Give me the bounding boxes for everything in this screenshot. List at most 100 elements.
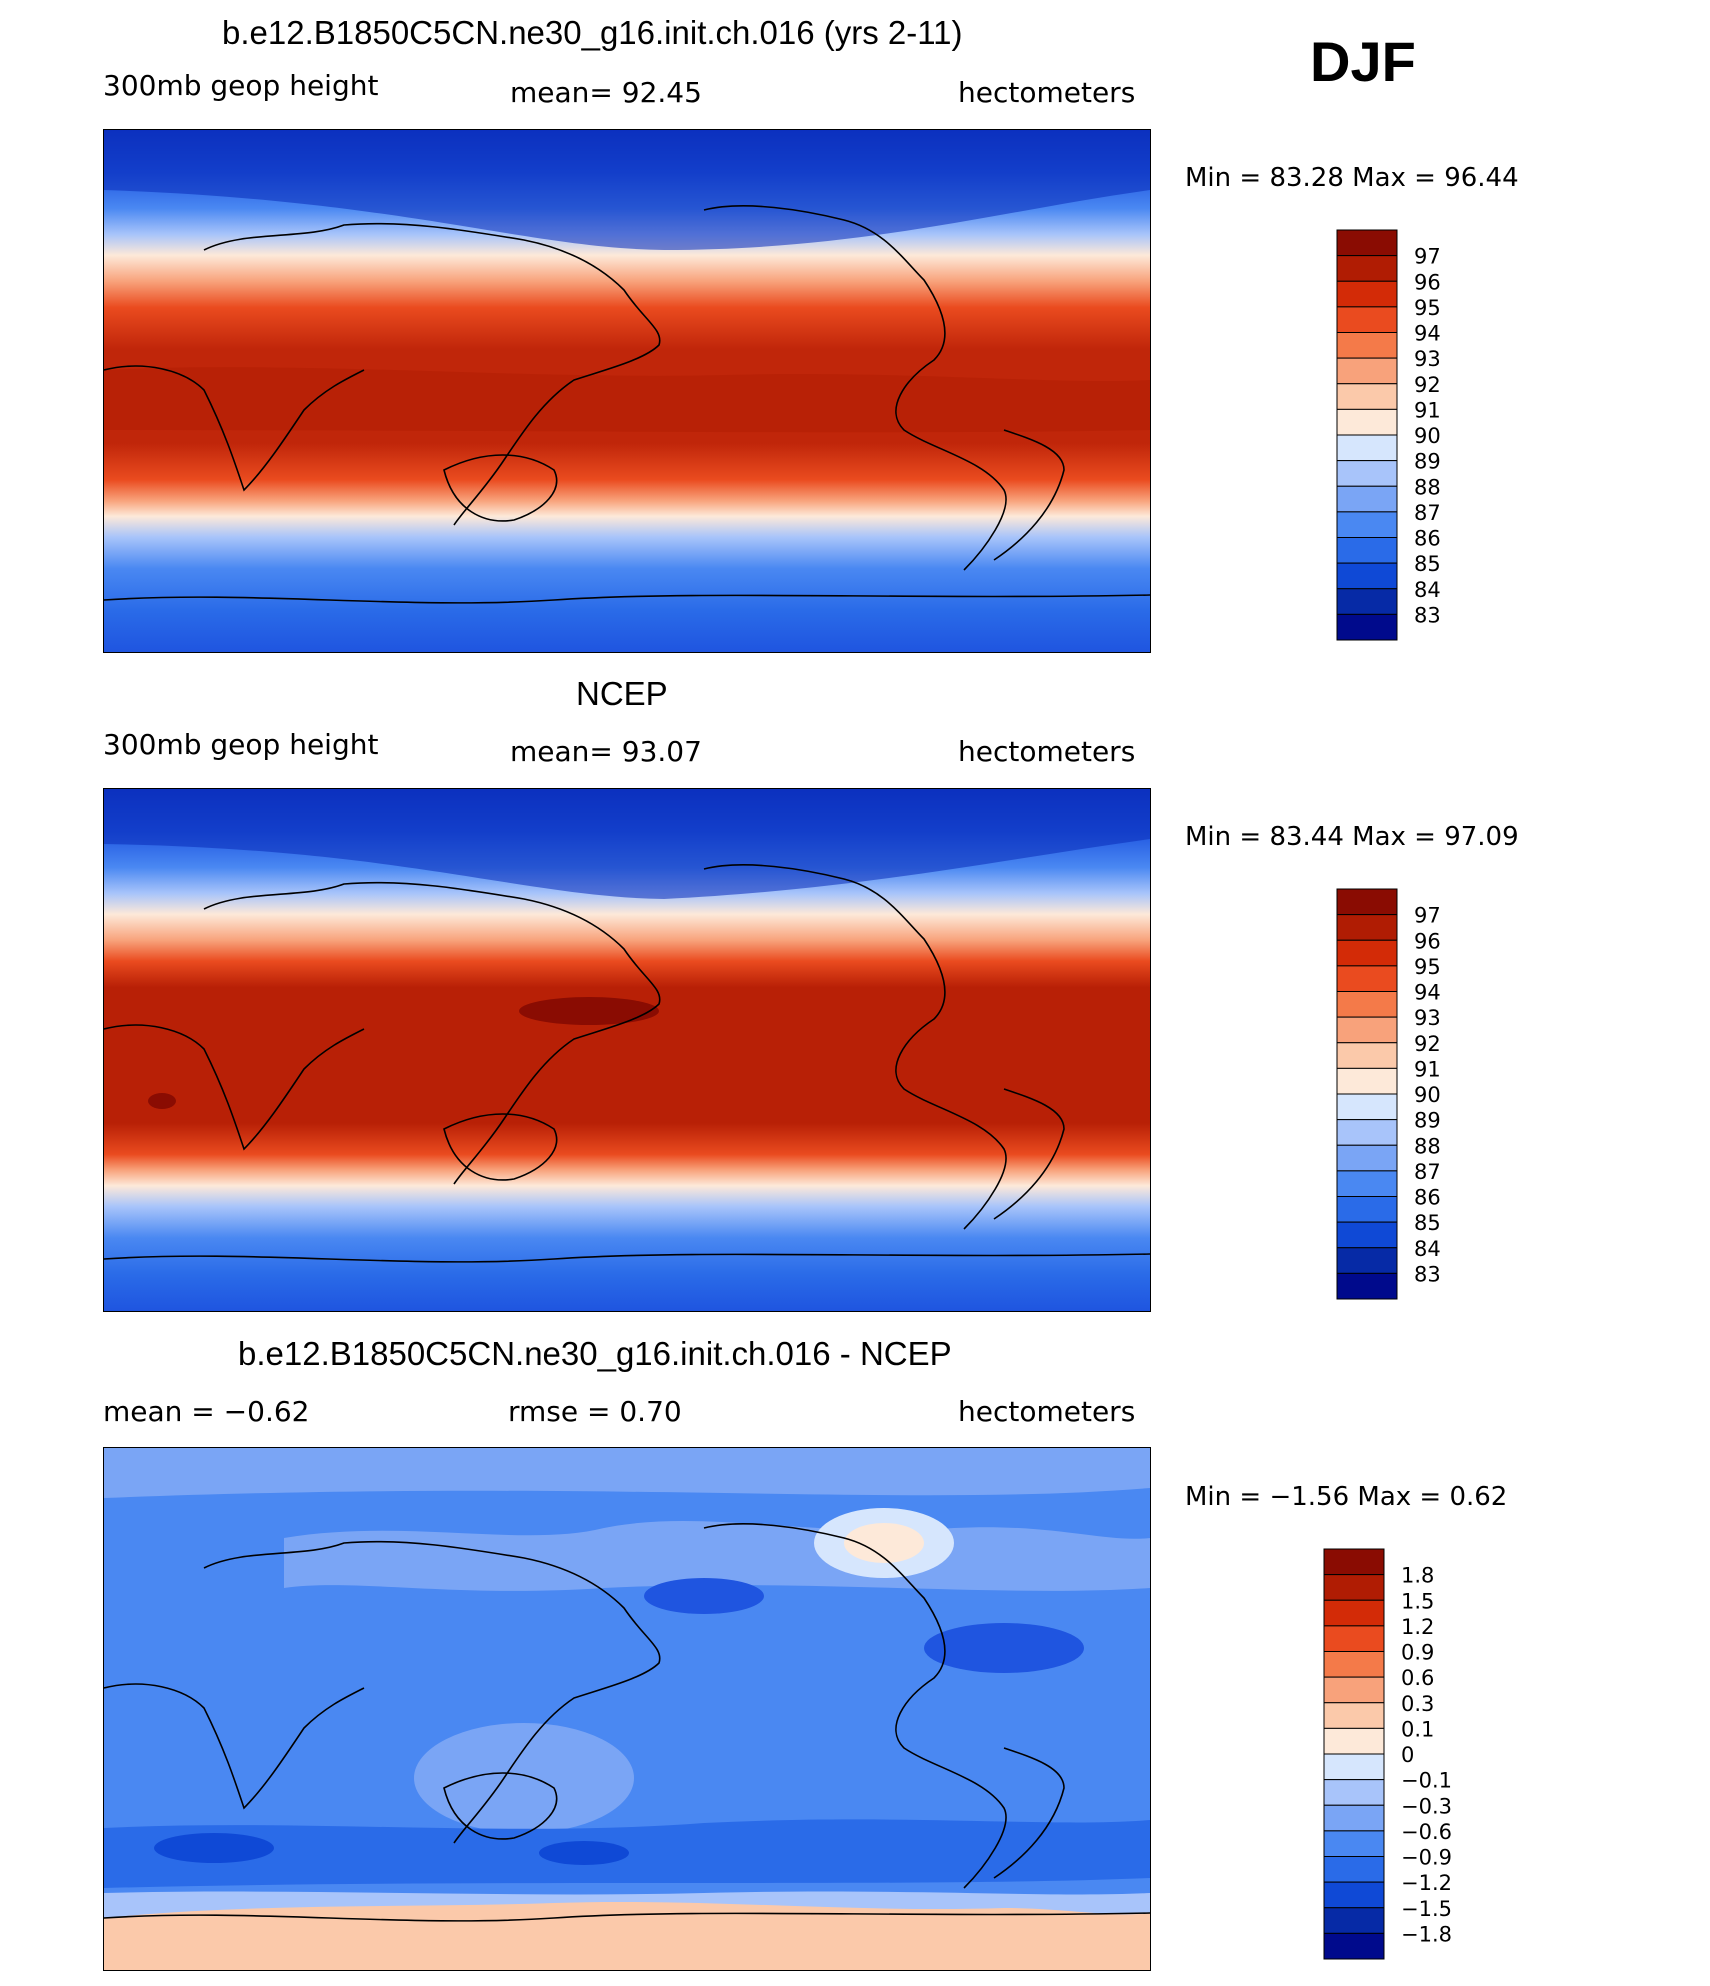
panel-2-colorbar-box xyxy=(1336,1093,1398,1121)
panel-3-colorbar-label: 0 xyxy=(1401,1743,1414,1767)
panel-2-colorbar-box xyxy=(1336,1067,1398,1095)
panel-1-colorbar: 97 96 95 94 93 92 91 90 89 88 87 86 85 84 83 xyxy=(1336,229,1456,643)
panel-2-colorbar-label: 94 xyxy=(1414,981,1441,1005)
panel-1-colorbar-label: 91 xyxy=(1414,398,1441,422)
panel-3-colorbar: 1.8 1.5 1.2 0.9 0.6 0.3 0.1 0 −0.1 −0.3 −0.6 −0.9 −1… xyxy=(1323,1548,1463,1962)
panel-1-colorbar-label: 83 xyxy=(1414,603,1441,627)
panel-1-mean-label: mean= 92.45 xyxy=(510,76,702,109)
panel-1-colorbar-box xyxy=(1336,383,1398,410)
panel-2-colorbar: 97 96 95 94 93 92 91 90 89 88 87 86 85 84 83 xyxy=(1336,888,1456,1302)
panel-1-colorbar-label: 94 xyxy=(1414,322,1441,346)
panel-2-map xyxy=(103,788,1151,1312)
panel-2-colorbar-label: 90 xyxy=(1414,1083,1441,1107)
panel-3-title: b.e12.B1850C5CN.ne30_g16.init.ch.016 - N… xyxy=(238,1335,952,1372)
panel-3-colorbar-box xyxy=(1323,1804,1385,1832)
panel-3-colorbar-box xyxy=(1323,1881,1385,1909)
panel-1-colorbar-label: 89 xyxy=(1414,450,1441,474)
panel-3-colorbar-label: 0.3 xyxy=(1401,1692,1434,1716)
panel-1-colorbar-label: 88 xyxy=(1414,475,1441,499)
panel-1-minmax: Min = 83.28 Max = 96.44 xyxy=(1185,163,1519,193)
panel-2-colorbar-box xyxy=(1336,914,1398,941)
panel-3-colorbar-label: −0.6 xyxy=(1401,1820,1452,1844)
panel-2-colorbar-label: 83 xyxy=(1414,1262,1441,1286)
panel-3-colorbar-label: −1.5 xyxy=(1401,1897,1452,1921)
panel-2-colorbar-box xyxy=(1336,888,1398,916)
panel-3-colorbar-box xyxy=(1323,1932,1385,1960)
panel-2-mean-label: mean= 93.07 xyxy=(510,735,702,768)
panel-2-colorbar-label: 96 xyxy=(1414,929,1441,953)
panel-2-colorbar-label: 85 xyxy=(1414,1211,1441,1235)
panel-1-map xyxy=(103,129,1151,653)
panel-3-colorbar-box xyxy=(1323,1574,1385,1601)
panel-1-colorbar-label: 92 xyxy=(1414,373,1441,397)
panel-3-colorbar-label: 1.5 xyxy=(1401,1589,1434,1613)
panel-3-colorbar-box xyxy=(1323,1856,1385,1883)
panel-2-colorbar-box xyxy=(1336,1042,1398,1069)
panel-2-colorbar-box xyxy=(1336,1196,1398,1223)
panel-2-colorbar-box xyxy=(1336,1144,1398,1172)
panel-1-colorbar-label: 93 xyxy=(1414,347,1441,371)
panel-3-colorbar-box xyxy=(1323,1548,1385,1576)
panel-1-variable-label: 300mb geop height xyxy=(103,69,379,102)
panel-2-colorbar-box xyxy=(1336,1221,1398,1249)
panel-3-colorbar-label: −1.2 xyxy=(1401,1871,1452,1895)
panel-3-mean-label: mean = −0.62 xyxy=(103,1395,310,1428)
panel-1-colorbar-box xyxy=(1336,332,1398,359)
panel-2-colorbar-label: 97 xyxy=(1414,904,1441,928)
panel-2-colorbar-box xyxy=(1336,965,1398,992)
panel-2-minmax: Min = 83.44 Max = 97.09 xyxy=(1185,822,1519,852)
panel-1-colorbar-label: 96 xyxy=(1414,270,1441,294)
panel-2-colorbar-label: 87 xyxy=(1414,1160,1441,1184)
panel-3-map xyxy=(103,1447,1151,1971)
panel-3-colorbar-box xyxy=(1323,1702,1385,1729)
panel-1-colorbar-label: 97 xyxy=(1414,245,1441,269)
panel-1-colorbar-label: 87 xyxy=(1414,501,1441,525)
panel-2-title: NCEP xyxy=(576,675,668,712)
panel-3-colorbar-box xyxy=(1323,1779,1385,1806)
panel-1-colorbar-box xyxy=(1336,306,1398,333)
panel-2-colorbar-box xyxy=(1336,1247,1398,1274)
panel-3-colorbar-label: 1.2 xyxy=(1401,1615,1434,1639)
panel-3-colorbar-label: 0.1 xyxy=(1401,1717,1434,1741)
panel-2-colorbar-label: 84 xyxy=(1414,1237,1441,1261)
panel-3-colorbar-box xyxy=(1323,1625,1385,1652)
panel-1-colorbar-box xyxy=(1336,434,1398,462)
panel-1-units-label: hectometers xyxy=(958,76,1136,109)
panel-2-colorbar-box xyxy=(1336,1016,1398,1044)
panel-2-colorbar-label: 88 xyxy=(1414,1134,1441,1158)
panel-3-colorbar-box xyxy=(1323,1753,1385,1781)
panel-3-colorbar-label: −1.8 xyxy=(1401,1922,1452,1946)
panel-2-colorbar-label: 92 xyxy=(1414,1032,1441,1056)
panel-2-colorbar-box xyxy=(1336,1119,1398,1146)
panel-1-field-plot xyxy=(104,130,1150,652)
panel-2-colorbar-label: 86 xyxy=(1414,1186,1441,1210)
panel-1-colorbar-label: 95 xyxy=(1414,296,1441,320)
panel-2-colorbar-box xyxy=(1336,1272,1398,1300)
panel-3-units-label: hectometers xyxy=(958,1395,1136,1428)
panel-1-colorbar-label: 84 xyxy=(1414,578,1441,602)
panel-3-difference-plot xyxy=(104,1448,1150,1970)
panel-2-variable-label: 300mb geop height xyxy=(103,728,379,761)
panel-1-colorbar-box xyxy=(1336,511,1398,538)
panel-3-colorbar-label: −0.3 xyxy=(1401,1794,1452,1818)
panel-3-colorbar-box xyxy=(1323,1907,1385,1934)
panel-3-colorbar-label: −0.9 xyxy=(1401,1846,1452,1870)
panel-1-title: b.e12.B1850C5CN.ne30_g16.init.ch.016 (yr… xyxy=(222,14,963,51)
panel-1-colorbar-box xyxy=(1336,485,1398,513)
panel-2-colorbar-box xyxy=(1336,939,1398,967)
panel-2-colorbar-label: 89 xyxy=(1414,1109,1441,1133)
panel-3-colorbar-box xyxy=(1323,1599,1385,1627)
panel-1-colorbar-box xyxy=(1336,255,1398,282)
panel-2-field-plot xyxy=(104,789,1150,1311)
panel-1-colorbar-box xyxy=(1336,460,1398,487)
panel-1-colorbar-box xyxy=(1336,562,1398,590)
panel-3-colorbar-label: 1.8 xyxy=(1401,1564,1434,1588)
panel-1-colorbar-box xyxy=(1336,280,1398,308)
panel-2-colorbar-label: 93 xyxy=(1414,1006,1441,1030)
panel-3-colorbar-label: 0.9 xyxy=(1401,1641,1434,1665)
panel-1-colorbar-box xyxy=(1336,357,1398,385)
season-label: DJF xyxy=(1310,30,1416,93)
panel-1-colorbar-box xyxy=(1336,537,1398,564)
panel-3-colorbar-box xyxy=(1323,1676,1385,1704)
panel-1-colorbar-box xyxy=(1336,408,1398,436)
